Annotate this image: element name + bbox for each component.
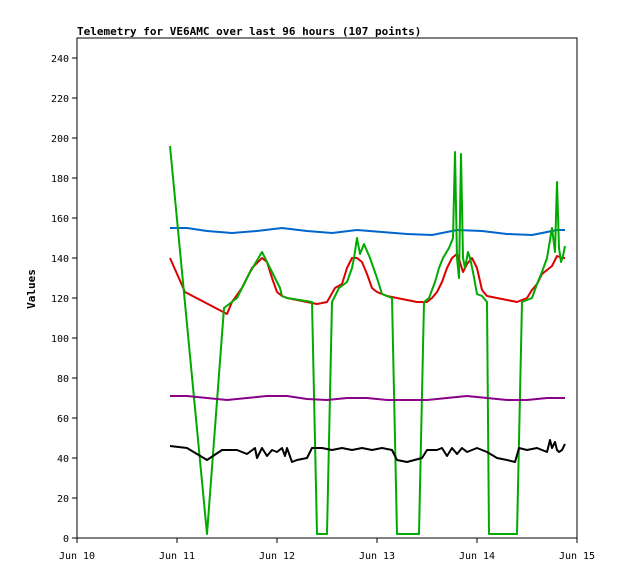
y-tick-label: 240 [51,54,69,65]
y-tick-label: 40 [57,454,69,465]
y-tick-label: 0 [63,534,69,545]
y-tick-label: 100 [51,334,69,345]
series-line [170,395,565,401]
series-layer [169,145,566,535]
y-tick-label: 180 [51,174,69,185]
x-tick-label: Jun 14 [459,551,495,562]
y-tick-label: 140 [51,254,69,265]
y-tick-label: 220 [51,94,69,105]
series-line [169,439,566,463]
chart-title: Telemetry for VE6AMC over last 96 hours … [77,25,421,38]
y-tick-label: 80 [57,374,69,385]
plot-area [76,37,578,539]
y-axis-label: Values [25,269,38,309]
y-axis: 0 20 40 60 80 100 120 140 160 180 200 220 240 [51,54,77,545]
x-tick-label: Jun 15 [559,551,595,562]
x-axis: Jun 10 Jun 11 Jun 12 Jun 13 Jun 14 Jun 15 [59,538,595,562]
series-line [170,227,565,236]
series-line [169,145,566,535]
x-tick-label: Jun 12 [259,551,295,562]
y-tick-label: 160 [51,214,69,225]
plot-frame [76,37,578,539]
series-line [169,253,565,315]
x-tick-label: Jun 10 [59,551,95,562]
y-tick-label: 200 [51,134,69,145]
x-tick-label: Jun 11 [159,551,195,562]
y-tick-label: 60 [57,414,69,425]
y-tick-label: 20 [57,494,69,505]
y-tick-label: 120 [51,294,69,305]
x-tick-label: Jun 13 [359,551,395,562]
